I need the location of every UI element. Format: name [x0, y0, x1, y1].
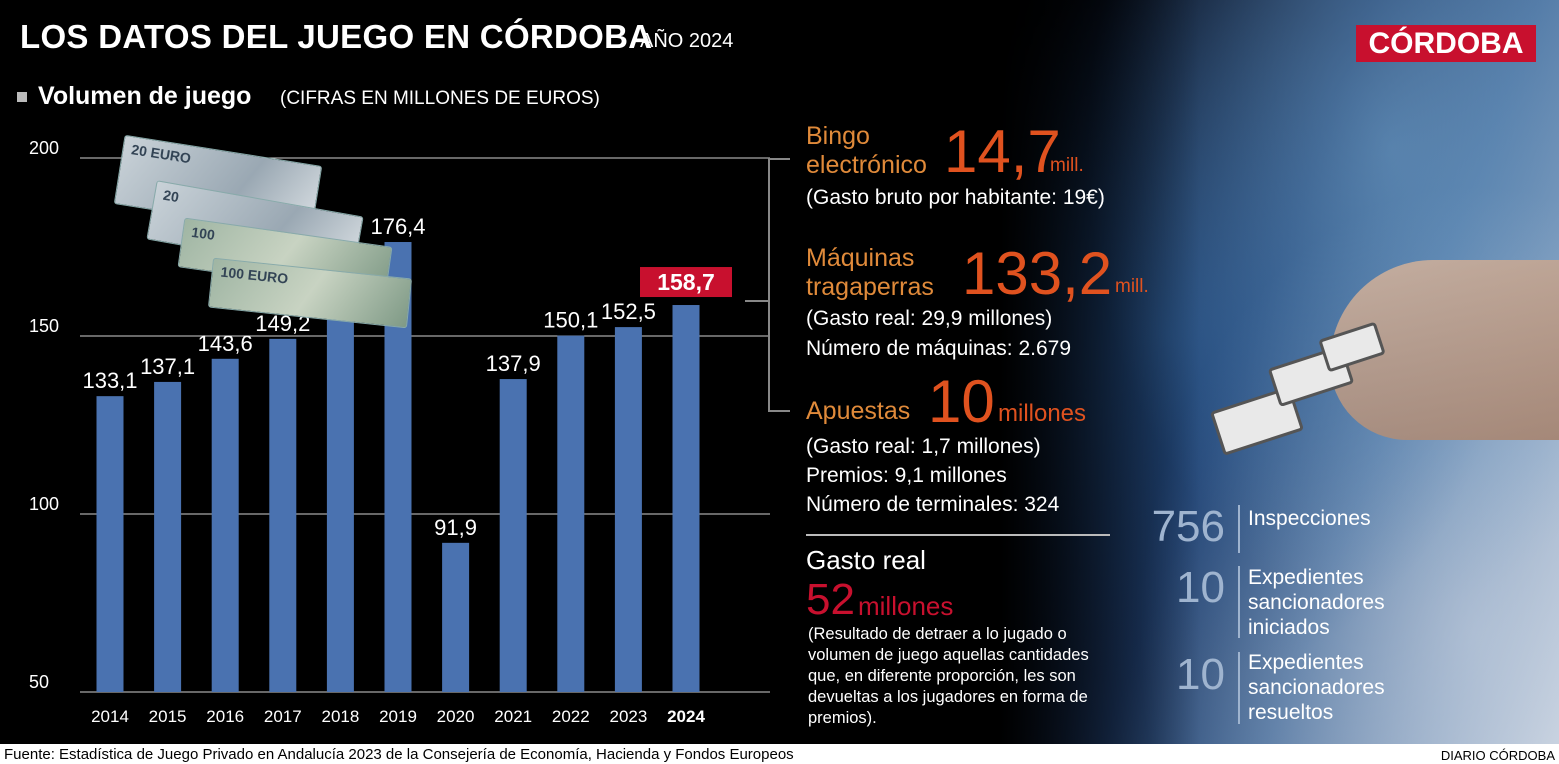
expedientes-iniciados-divider — [1238, 566, 1240, 638]
bar — [211, 358, 239, 692]
highlight-badge — [640, 267, 732, 298]
bar — [326, 307, 354, 692]
gasto-real-unit: millones — [858, 591, 954, 621]
inspections-divider — [1238, 505, 1240, 553]
y-tick-label: 150 — [29, 316, 59, 336]
value-label: 150,1 — [543, 308, 598, 333]
stat-apuestas-detail: Premios: 9,1 millones — [806, 464, 1007, 487]
gasto-real-value: 52 — [806, 575, 855, 624]
stat-maquinas-name-1: Máquinas — [806, 244, 915, 272]
x-tick-label: 2017 — [264, 707, 302, 726]
expedientes-resueltos-label: Expedientes sancionadores resueltos — [1248, 651, 1385, 724]
bar — [154, 381, 182, 692]
value-label: 137,9 — [486, 351, 541, 376]
source-note: Fuente: Estadística de Juego Privado en … — [4, 746, 794, 763]
stat-maquinas-value: 133,2 — [962, 240, 1113, 307]
x-tick-label: 2020 — [437, 707, 475, 726]
bar — [269, 338, 297, 692]
y-tick-label: 200 — [29, 138, 59, 158]
stat-apuestas-detail: Número de terminales: 324 — [806, 493, 1060, 516]
value-label: 176,4 — [370, 214, 425, 239]
stat-apuestas-value: 10 — [928, 368, 995, 435]
stat-apuestas-unit: millones — [998, 400, 1087, 427]
bar — [672, 305, 700, 692]
inspections-number: 756 — [1151, 502, 1225, 551]
stat-bingo-name-2: electrónico — [806, 151, 927, 179]
stat-maquinas-unit: mill. — [1115, 276, 1149, 297]
expedientes-iniciados-number: 10 — [1176, 563, 1225, 612]
value-label: 158,7 — [657, 269, 715, 295]
chart-title: Volumen de juego — [38, 82, 252, 110]
stat-bingo-name-1: Bingo — [806, 122, 870, 150]
year-tag: AÑO 2024 — [640, 30, 734, 52]
credit: DIARIO CÓRDOBA — [1440, 748, 1555, 763]
expedientes-iniciados-label: Expedientes sancionadores iniciados — [1248, 566, 1385, 639]
stat-bingo-value: 14,7 — [944, 118, 1061, 185]
newspaper-logo: CÓRDOBA — [1356, 25, 1536, 62]
page-title: LOS DATOS DEL JUEGO EN CÓRDOBA — [20, 18, 653, 55]
stat-apuestas-detail: (Gasto real: 1,7 millones) — [806, 435, 1041, 458]
stat-bingo-unit: mill. — [1050, 155, 1084, 176]
bar — [96, 396, 124, 692]
x-tick-label: 2024 — [667, 707, 705, 726]
footer-bar — [0, 744, 1559, 764]
value-label: 133,1 — [82, 368, 137, 393]
value-label: 152,5 — [601, 299, 656, 324]
chart-units-note: (CIFRAS EN MILLONES DE EUROS) — [280, 88, 600, 109]
y-tick-label: 100 — [29, 494, 59, 514]
stat-bingo-detail: (Gasto bruto por habitante: 19€) — [806, 186, 1105, 209]
x-tick-label: 2023 — [609, 707, 647, 726]
stat-maquinas-detail: (Gasto real: 29,9 millones) — [806, 307, 1053, 330]
value-label: 91,9 — [434, 515, 477, 540]
value-label: 137,1 — [140, 354, 195, 379]
divider — [806, 534, 1110, 536]
x-tick-label: 2019 — [379, 707, 417, 726]
x-tick-label: 2015 — [149, 707, 187, 726]
x-tick-label: 2022 — [552, 707, 590, 726]
x-tick-label: 2014 — [91, 707, 129, 726]
gasto-real-title: Gasto real — [806, 545, 926, 575]
x-tick-label: 2016 — [206, 707, 244, 726]
connector-line — [745, 300, 769, 302]
stat-apuestas-name: Apuestas — [806, 397, 911, 425]
bar-chart: 50100150200133,12014137,12015143,6201614… — [29, 138, 770, 726]
gasto-real-note: (Resultado de detraer a lo jugado o volu… — [808, 625, 1089, 727]
x-tick-label: 2018 — [321, 707, 359, 726]
stats-bracket — [768, 158, 790, 412]
stat-maquinas-detail: Número de máquinas: 2.679 — [806, 337, 1071, 360]
photo-fade — [1000, 0, 1200, 745]
bar — [442, 542, 470, 692]
bar — [499, 379, 527, 692]
value-label: 143,6 — [198, 331, 253, 356]
x-tick-label: 2021 — [494, 707, 532, 726]
bar — [614, 327, 642, 692]
stat-maquinas-name-2: tragaperras — [806, 273, 934, 301]
expedientes-resueltos-number: 10 — [1176, 650, 1225, 699]
bullet-square-icon — [17, 92, 27, 102]
inspections-label: Inspecciones — [1248, 507, 1371, 530]
y-tick-label: 50 — [29, 672, 49, 692]
expedientes-resueltos-divider — [1238, 652, 1240, 724]
bar — [557, 335, 585, 692]
